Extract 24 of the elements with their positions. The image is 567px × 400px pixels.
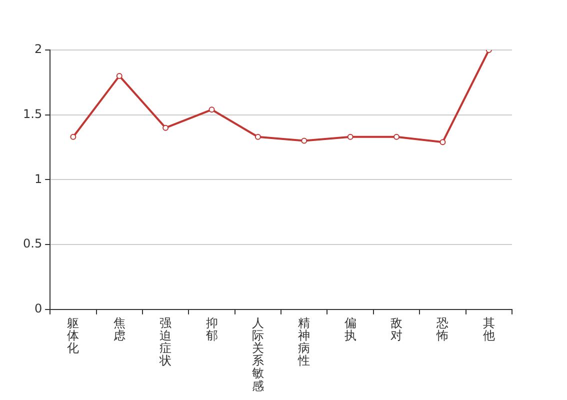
- x-tick-label: 恐怖: [436, 316, 449, 342]
- x-tick-label: 躯体化: [67, 316, 80, 356]
- y-tick-label: 0.5: [22, 236, 42, 251]
- point: [162, 124, 169, 131]
- x-tick-label: 敌对: [390, 316, 403, 342]
- x-tick-label: 抑郁: [206, 316, 218, 342]
- point: [116, 72, 122, 79]
- point: [254, 134, 261, 140]
- y-tick-label: 0: [34, 302, 42, 316]
- point: [70, 134, 76, 140]
- point: [301, 138, 308, 144]
- x-tick-label: 强迫症状: [158, 316, 172, 368]
- y-tick-label: 1.5: [22, 106, 42, 121]
- point: [394, 134, 400, 140]
- x-tick-label: 其他: [482, 316, 495, 342]
- x-tick-label: 偏执: [344, 316, 356, 342]
- y-tick-label: 2: [34, 42, 42, 56]
- point: [440, 139, 446, 146]
- x-tick-label: 精神病性: [297, 316, 310, 368]
- x-tick-label: 焦虑: [113, 316, 126, 342]
- point: [347, 134, 354, 140]
- y-tick-label: 1: [34, 172, 42, 186]
- point: [208, 106, 215, 113]
- x-tick-label: 人际关系敏感: [252, 316, 264, 393]
